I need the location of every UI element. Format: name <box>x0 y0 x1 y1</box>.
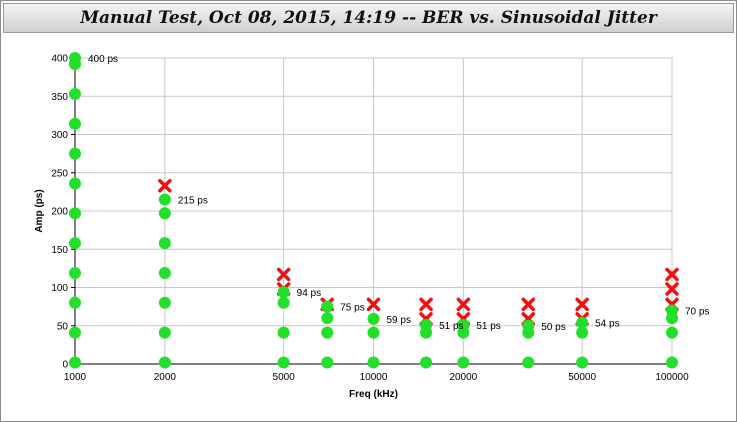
chart-title: Manual Test, Oct 08, 2015, 14:19 -- BER … <box>80 8 657 28</box>
fail-point <box>665 267 679 282</box>
pass-point <box>158 296 171 309</box>
pass-point <box>576 326 589 339</box>
fail-point <box>276 267 291 282</box>
pass-point <box>158 193 171 206</box>
y-tick-label: 400 <box>51 54 68 65</box>
pass-point <box>321 312 334 325</box>
y-axis-label: Amp (ps) <box>34 189 45 232</box>
pass-point <box>277 326 290 339</box>
pass-point <box>69 117 81 130</box>
pass-point <box>367 326 380 339</box>
pass-point <box>69 237 81 250</box>
fail-point <box>575 297 589 312</box>
pass-point <box>277 296 290 309</box>
pass-point <box>69 207 81 220</box>
pass-point <box>69 266 81 279</box>
y-tick-label: 200 <box>51 207 68 218</box>
pass-point <box>158 356 171 369</box>
pass-point <box>666 356 678 369</box>
value-annotation: 51 ps <box>476 321 500 332</box>
pass-point <box>69 356 81 369</box>
title-bar: Manual Test, Oct 08, 2015, 14:19 -- BER … <box>3 3 734 33</box>
fail-stroke <box>521 297 536 312</box>
pass-point <box>69 147 81 160</box>
pass-point <box>576 356 589 369</box>
y-tick-label: 350 <box>51 92 68 103</box>
pass-point <box>158 326 171 339</box>
pass-point <box>158 266 171 279</box>
value-annotation: 94 ps <box>297 288 321 299</box>
x-tick-label: 20000 <box>449 372 477 383</box>
data-points <box>69 52 679 369</box>
fail-stroke <box>665 282 679 296</box>
pass-point <box>69 296 81 309</box>
pass-point <box>277 286 290 299</box>
value-annotation: 215 ps <box>178 196 208 207</box>
pass-point <box>576 316 589 329</box>
pass-point <box>69 177 81 190</box>
value-annotation: 54 ps <box>595 319 619 330</box>
fail-point <box>158 179 172 193</box>
pass-point <box>367 312 380 325</box>
fail-stroke <box>665 267 679 282</box>
y-tick-label: 150 <box>51 245 68 256</box>
fail-point <box>366 297 381 312</box>
x-tick-label: 10000 <box>360 372 388 383</box>
value-annotation: 400 ps <box>88 54 118 65</box>
y-tick-label: 50 <box>57 321 69 332</box>
x-axis-label: Freq (kHz) <box>349 389 398 400</box>
pass-point <box>158 207 171 220</box>
pass-point <box>277 356 290 369</box>
y-tick-label: 300 <box>51 130 68 141</box>
fail-stroke <box>158 179 172 193</box>
fail-point <box>665 282 679 296</box>
fail-stroke <box>419 297 433 312</box>
fail-point <box>456 297 471 312</box>
tick-labels: 0 50 100 150 200 250 300 350 400 1000 2000 5000 1000… <box>51 54 689 384</box>
x-tick-label: 2000 <box>154 372 177 383</box>
x-tick-label: 1000 <box>64 372 87 383</box>
value-annotation: 70 ps <box>685 306 709 317</box>
y-tick-label: 0 <box>62 360 68 371</box>
x-tick-label: 50000 <box>568 372 596 383</box>
fail-stroke <box>456 297 471 312</box>
pass-point <box>367 356 380 369</box>
pass-point <box>457 318 470 331</box>
pass-point <box>69 87 81 100</box>
pass-point <box>457 356 470 369</box>
value-annotation: 59 ps <box>387 315 411 326</box>
pass-point <box>321 326 334 339</box>
pass-point <box>158 237 171 250</box>
pass-point <box>420 356 433 369</box>
pass-point <box>69 52 81 64</box>
pass-point <box>321 356 334 369</box>
value-annotation: 51 ps <box>439 321 463 332</box>
x-tick-label: 100000 <box>655 372 689 383</box>
y-tick-label: 250 <box>51 168 68 179</box>
pass-point <box>69 326 81 339</box>
pass-point <box>321 300 334 313</box>
pass-point <box>522 319 535 332</box>
fail-point <box>419 297 433 312</box>
fail-stroke <box>276 267 291 282</box>
pass-point <box>666 326 678 339</box>
x-tick-label: 5000 <box>273 372 296 383</box>
annotations: 400 ps 215 ps 94 ps 75 ps 59 ps 51 ps 51 ps 50 … <box>88 54 709 333</box>
y-tick-label: 100 <box>51 283 68 294</box>
pass-point <box>420 318 433 331</box>
fail-point <box>521 297 536 312</box>
value-annotation: 50 ps <box>541 322 565 333</box>
pass-point <box>522 356 535 369</box>
value-annotation: 75 ps <box>340 303 364 314</box>
pass-point <box>666 304 678 317</box>
fail-stroke <box>366 297 381 312</box>
fail-stroke <box>575 297 589 312</box>
